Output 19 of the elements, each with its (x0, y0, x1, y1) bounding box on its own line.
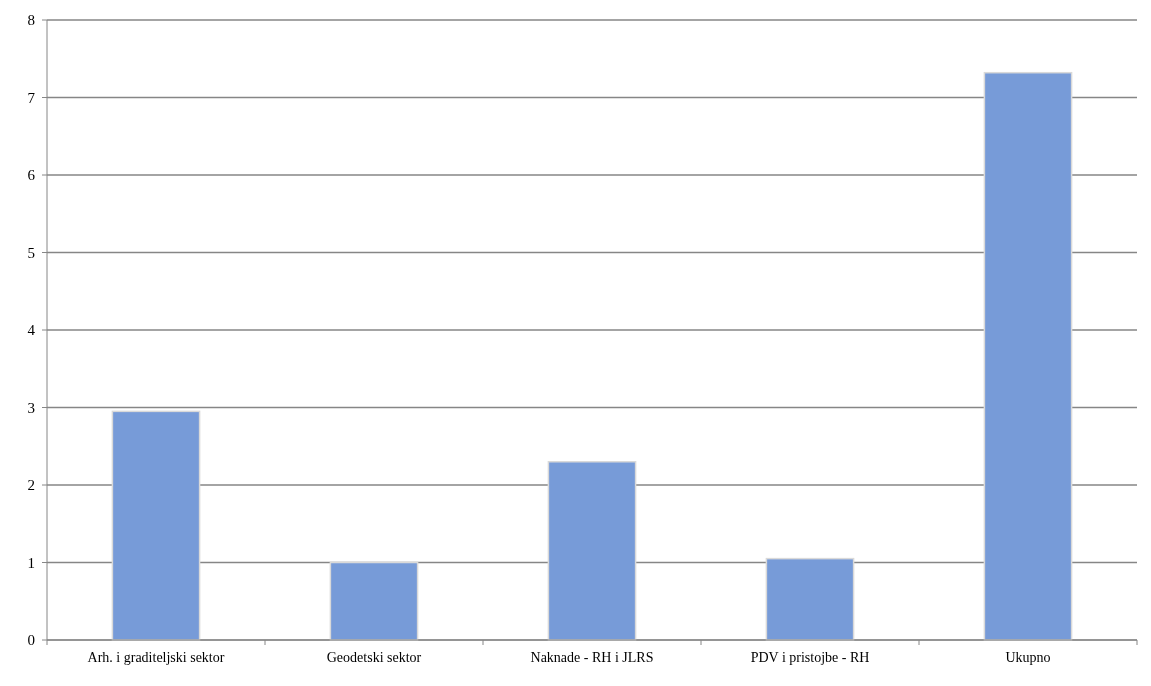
x-tick-label: PDV i pristojbe - RH (750, 650, 870, 665)
y-tick-label: 8 (27, 12, 35, 29)
y-tick-label: 7 (27, 89, 36, 106)
bar (983, 71, 1073, 641)
y-tick-label: 1 (27, 554, 35, 571)
x-tick-label: Geodetski sektor (326, 650, 422, 665)
y-tick-label: 4 (27, 322, 36, 339)
bar (765, 557, 855, 641)
x-tick-label: Arh. i graditeljski sektor (87, 650, 225, 665)
bar (329, 561, 419, 641)
y-tick-label: 0 (27, 632, 35, 649)
y-tick-label: 5 (27, 244, 35, 261)
y-tick-label: 3 (27, 399, 35, 416)
x-tick-label: Naknade - RH i JLRS (530, 650, 654, 665)
y-tick-label: 6 (27, 167, 36, 184)
x-tick-label: Ukupno (1005, 650, 1051, 665)
bar (111, 410, 201, 641)
bar (547, 461, 637, 641)
y-tick-label: 2 (27, 477, 35, 494)
